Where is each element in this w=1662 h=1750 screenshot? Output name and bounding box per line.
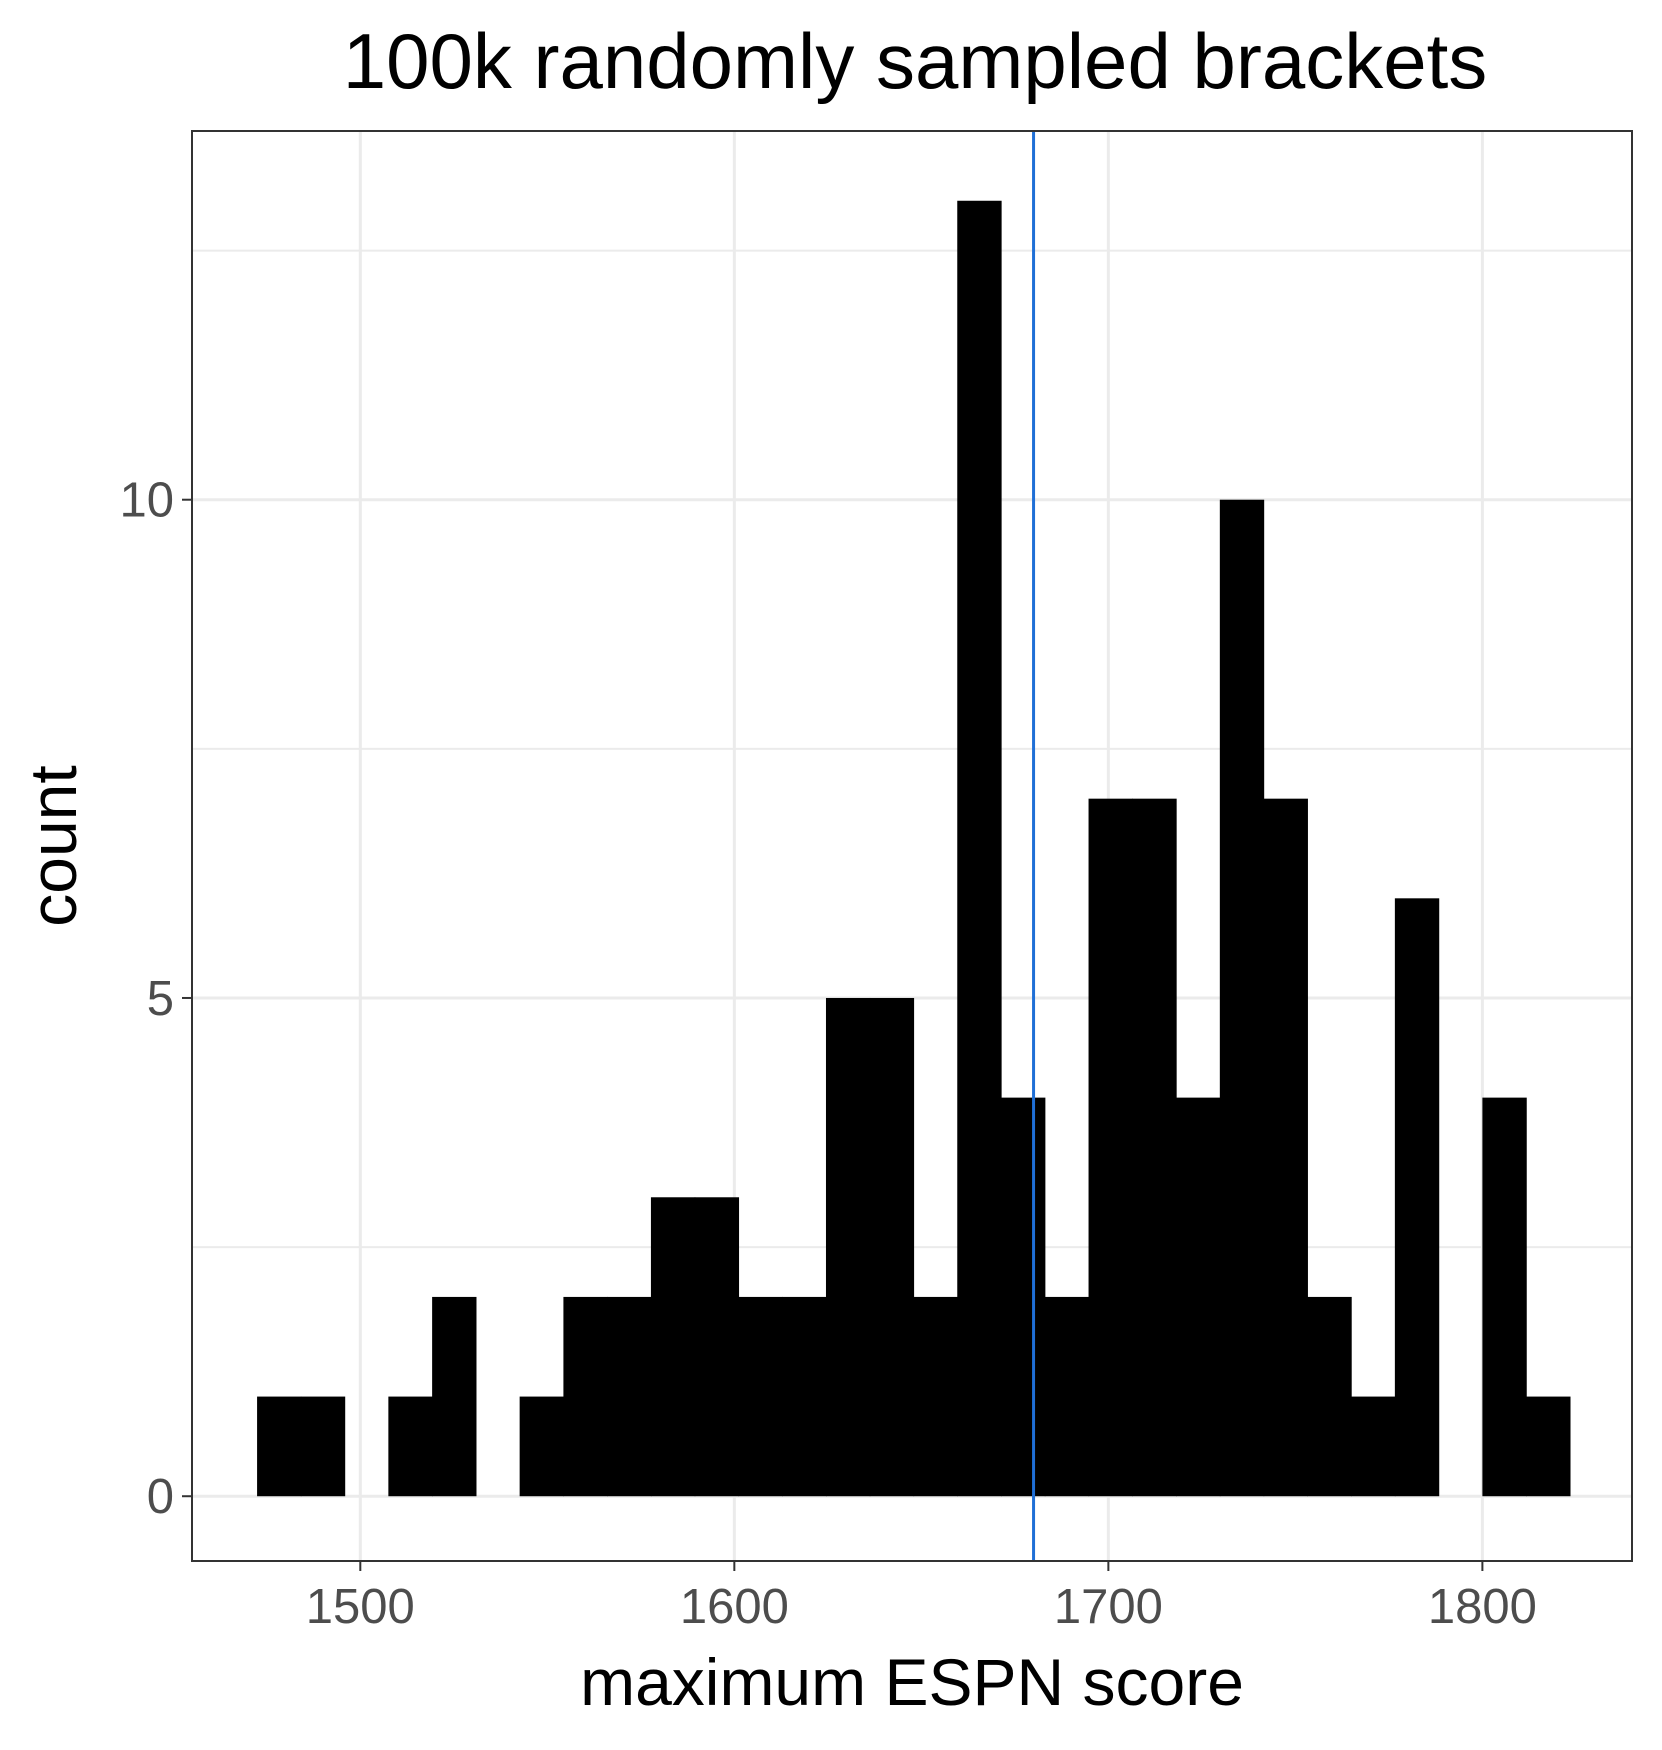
x-axis-title: maximum ESPN score [580,1645,1244,1719]
histogram-bar [1219,499,1265,1497]
histogram-bar [519,1396,565,1497]
histogram-bars [257,200,1571,1497]
x-tick-label: 1800 [1428,1580,1537,1634]
histogram-bar [432,1296,477,1497]
histogram-bar [1482,1097,1527,1497]
histogram-bar [388,1396,433,1497]
x-tick-label: 1500 [306,1580,415,1634]
y-tick-label: 10 [119,474,174,528]
histogram-bar [1176,1097,1221,1497]
histogram-bar [1044,1296,1090,1497]
histogram-bar [694,1197,740,1497]
histogram-bar [300,1396,346,1497]
x-axis-ticks: 1500 1600 1700 1800 [306,1561,1537,1634]
histogram-bar [257,1396,302,1497]
histogram-bar [1394,898,1440,1497]
histogram-bar [782,1296,827,1497]
y-axis-title: count [16,765,90,926]
x-tick-label: 1600 [680,1580,789,1634]
histogram-bar [1001,1097,1046,1497]
y-axis-ticks: 0 5 10 [119,474,192,1524]
histogram-bar [650,1197,696,1497]
histogram-bar [738,1296,783,1497]
chart-title: 100k randomly sampled brackets [343,17,1488,105]
x-tick-label: 1700 [1054,1580,1163,1634]
y-tick-label: 0 [147,1470,174,1524]
histogram-bar [563,1296,608,1497]
plot-border [191,130,1633,1562]
histogram-bar [607,1296,652,1497]
histogram-bar [1263,798,1308,1497]
histogram-bar [957,200,1002,1497]
histogram-bar [1351,1396,1396,1497]
histogram-bar [1132,798,1177,1497]
histogram-bar [825,997,871,1497]
histogram-bar [1088,798,1133,1497]
y-tick-label: 5 [147,972,174,1026]
histogram-bar [1526,1396,1571,1497]
histogram-bar [913,1296,958,1497]
histogram-bar [1307,1296,1352,1497]
histogram-bar [869,997,915,1497]
